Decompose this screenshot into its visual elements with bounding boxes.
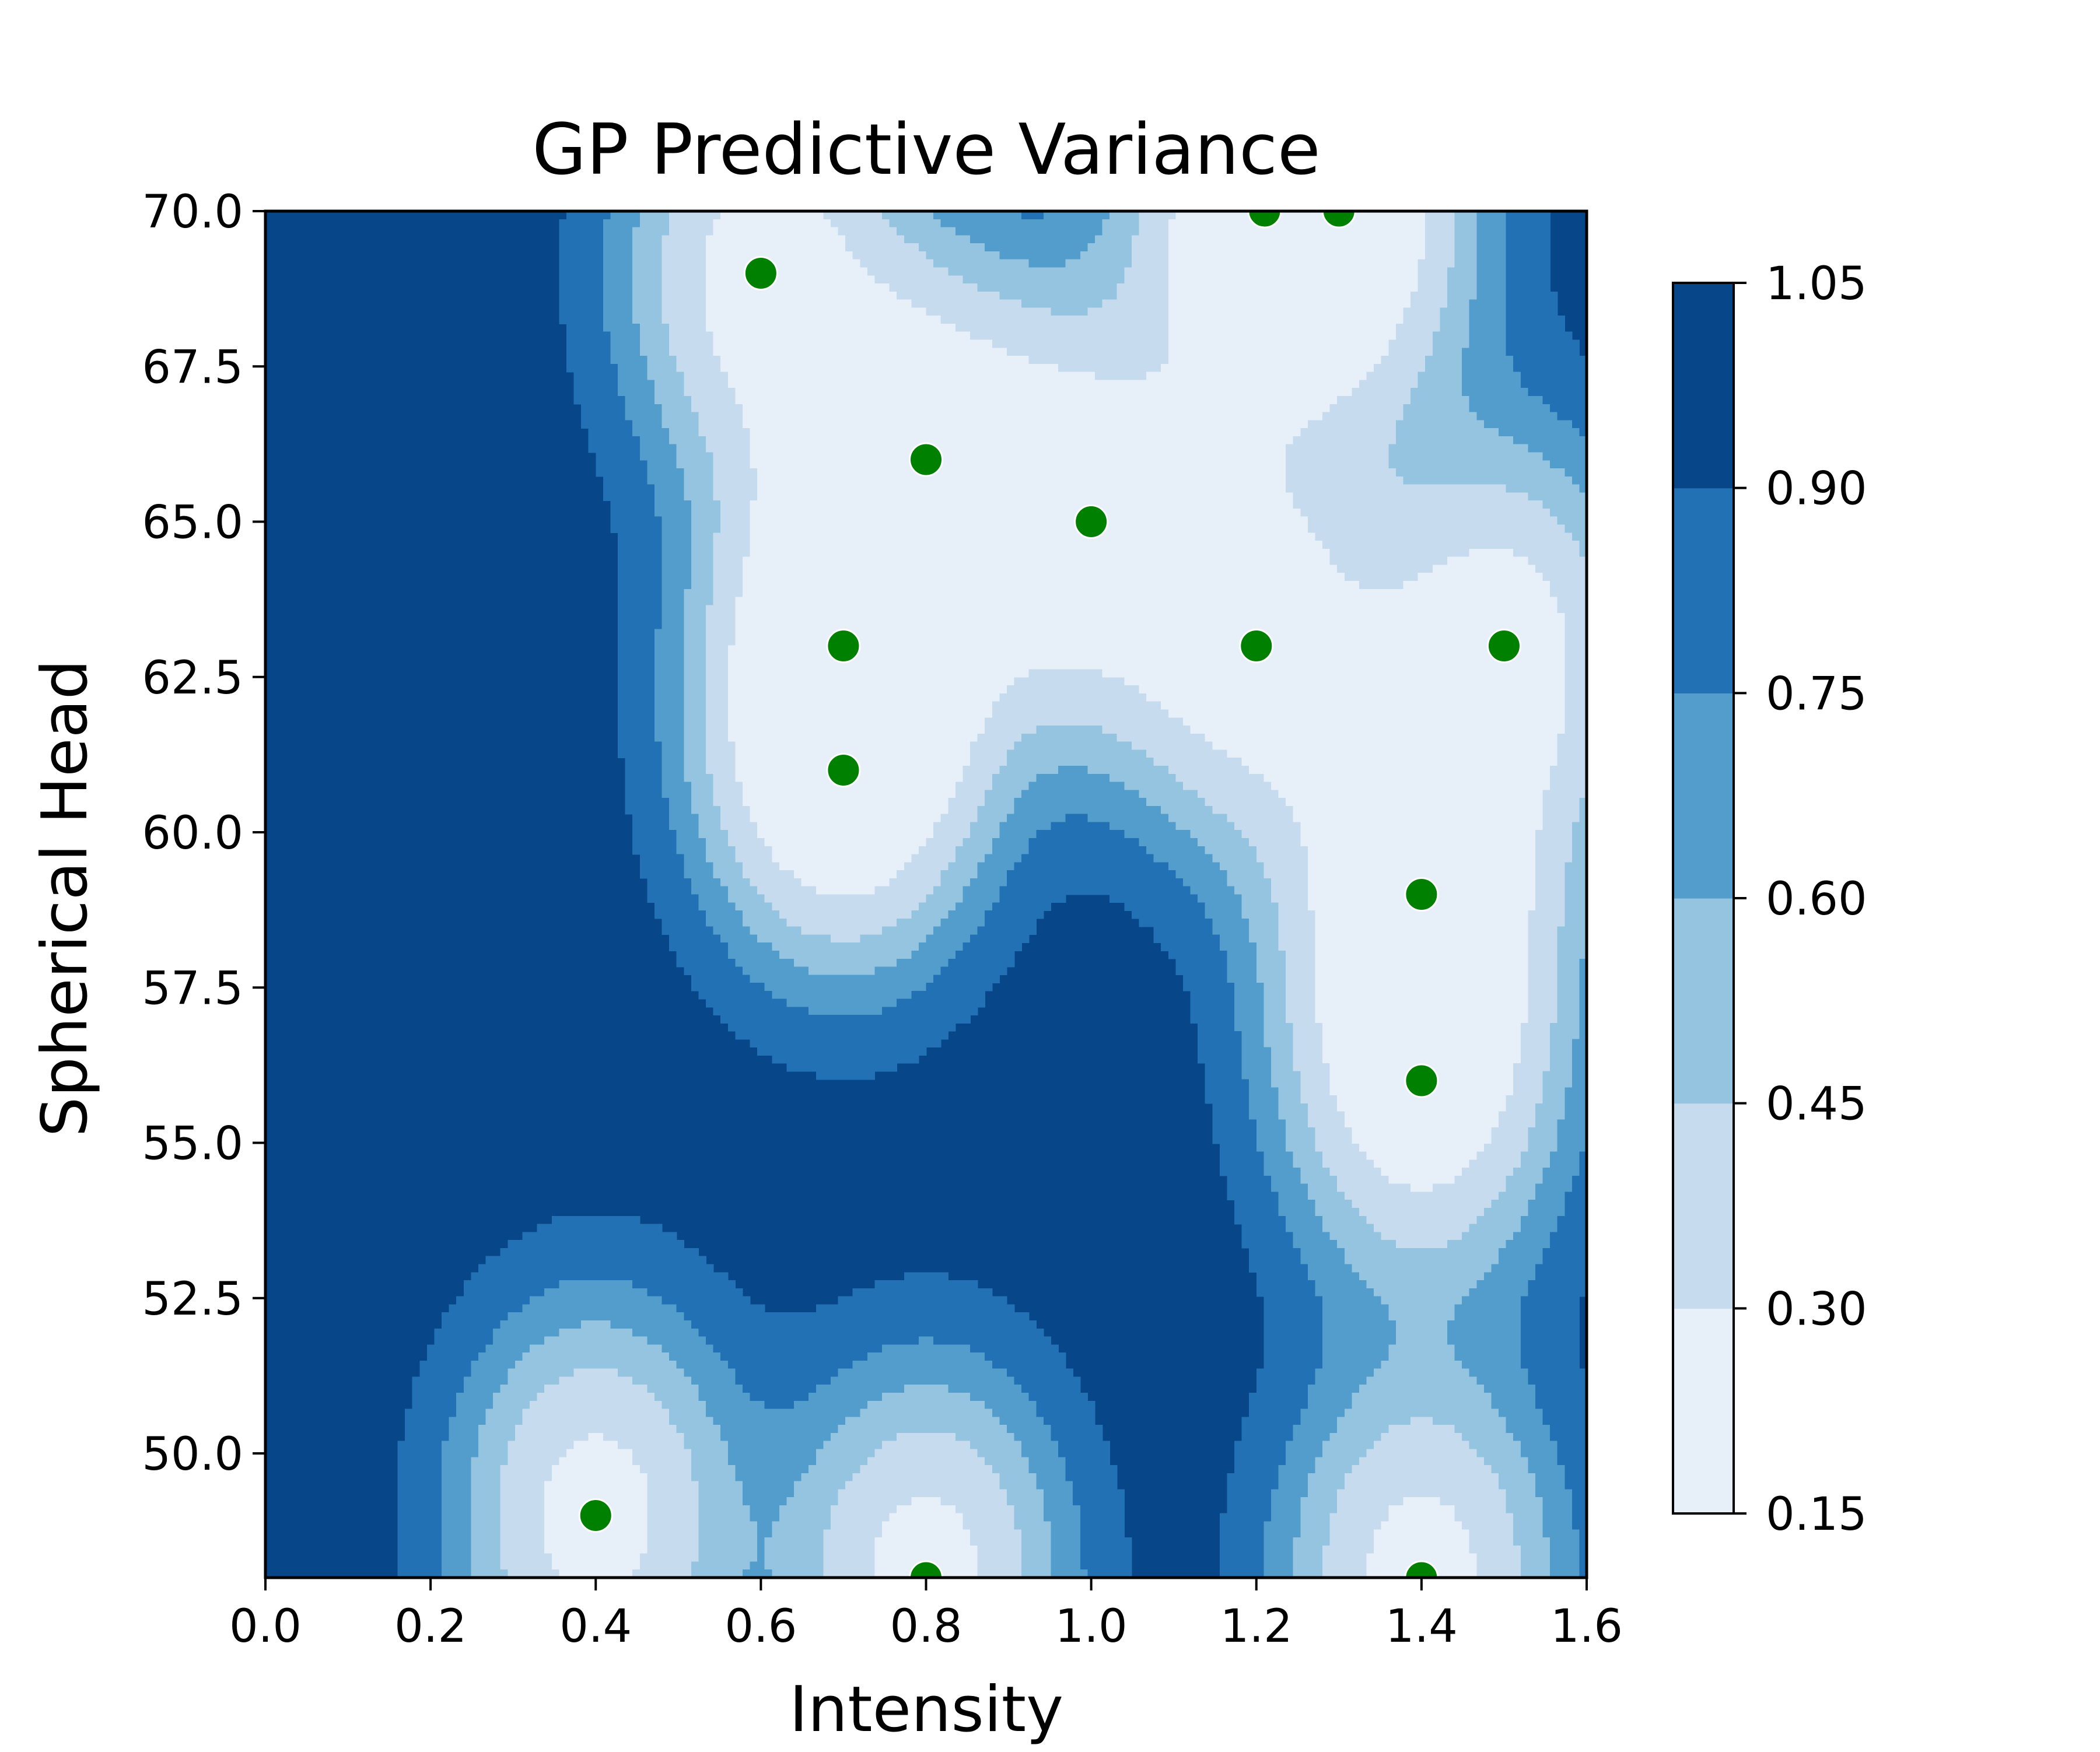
x-tick-label: 0.6 — [724, 1600, 797, 1653]
observation-point — [1405, 1064, 1438, 1097]
observation-point — [1240, 630, 1273, 663]
observation-point — [579, 1499, 612, 1532]
observation-point — [827, 754, 860, 787]
colorbar-tick-label: 0.60 — [1766, 873, 1867, 926]
observation-point — [744, 257, 777, 290]
colorbar-tick-label: 0.30 — [1766, 1283, 1867, 1336]
x-tick-label: 1.0 — [1055, 1600, 1128, 1653]
observation-point — [827, 630, 860, 663]
y-tick-label: 60.0 — [142, 807, 243, 860]
colorbar-tick-label: 0.45 — [1766, 1078, 1867, 1131]
observation-point — [1405, 878, 1438, 911]
y-axis-label: Spherical Head — [29, 660, 102, 1137]
y-tick-label: 50.0 — [142, 1428, 243, 1481]
colorbar-tick-label: 0.90 — [1766, 463, 1867, 516]
colorbar-tick-label: 0.15 — [1766, 1488, 1867, 1541]
x-axis-label: Intensity — [789, 1673, 1063, 1746]
y-tick-label: 52.5 — [142, 1273, 243, 1326]
observation-point — [910, 443, 943, 476]
colorbar-band — [1673, 1308, 1734, 1513]
x-tick-label: 0.4 — [559, 1600, 632, 1653]
colorbar-band — [1673, 283, 1734, 488]
x-tick-label: 1.2 — [1220, 1600, 1293, 1653]
x-tick-label: 0.0 — [229, 1600, 302, 1653]
plot-area — [265, 195, 1587, 1594]
y-tick-label: 70.0 — [142, 186, 243, 239]
observation-point — [1488, 630, 1520, 663]
colorbar-band — [1673, 898, 1734, 1103]
y-tick-label: 62.5 — [142, 652, 243, 705]
colorbar: 0.15 0.30 0.45 0.60 0.75 0.90 1.05 — [1673, 258, 1867, 1541]
x-tick-label: 0.2 — [394, 1600, 467, 1653]
colorbar-tick-label: 1.05 — [1766, 258, 1867, 310]
colorbar-band — [1673, 1103, 1734, 1309]
x-tick-label: 1.4 — [1385, 1600, 1458, 1653]
x-axis: 0.0 0.2 0.4 0.6 0.8 1.0 1.2 1.4 1.6 — [229, 1578, 1623, 1653]
colorbar-tick-label: 0.75 — [1766, 668, 1867, 720]
y-tick-label: 55.0 — [142, 1118, 243, 1171]
chart-title: GP Predictive Variance — [532, 110, 1321, 191]
y-tick-label: 57.5 — [142, 962, 243, 1015]
y-tick-label: 67.5 — [142, 341, 243, 394]
x-tick-label: 1.6 — [1550, 1600, 1623, 1653]
observation-point — [1075, 506, 1108, 538]
y-tick-label: 65.0 — [142, 497, 243, 549]
y-axis: 50.0 52.5 55.0 57.5 60.0 62.5 65.0 67.5 70.0 — [142, 186, 265, 1481]
x-tick-label: 0.8 — [890, 1600, 962, 1653]
colorbar-band — [1673, 488, 1734, 693]
colorbar-band — [1673, 693, 1734, 898]
